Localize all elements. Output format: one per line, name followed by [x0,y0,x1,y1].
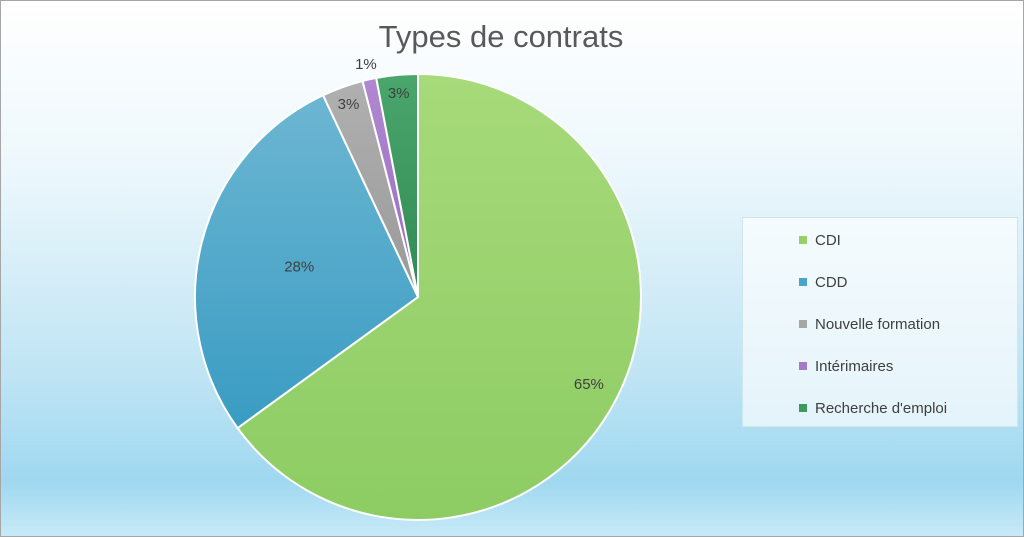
legend-swatch [799,362,807,370]
chart-title: Types de contrats [378,19,624,54]
chart-legend: CDI CDD Nouvelle formation Intérimaires Rech… [742,217,1018,427]
legend-label: CDI [815,231,841,249]
legend-swatch [799,404,807,412]
data-label: 3% [338,96,360,113]
data-label: 1% [355,56,377,73]
legend-swatch [799,278,807,286]
legend-item: Recherche d'emploi [799,398,947,418]
legend-swatch [799,320,807,328]
legend-label: CDD [815,273,848,291]
data-label: 28% [284,258,314,275]
data-label: 65% [574,376,604,393]
pie-slice-cdd [194,93,420,430]
pie-slice-cdi [236,72,642,521]
legend-item: Nouvelle formation [799,314,940,334]
pie-slice-recherche-d-emploi [375,72,419,298]
legend-label: Intérimaires [815,357,894,375]
data-label: 3% [388,85,410,102]
legend-item: CDI [799,230,841,250]
legend-item: CDD [799,272,848,292]
legend-label: Nouvelle formation [815,315,941,333]
legend-label: Recherche d'emploi [815,399,948,417]
legend-item: Intérimaires [799,356,893,376]
legend-swatch [799,236,807,244]
